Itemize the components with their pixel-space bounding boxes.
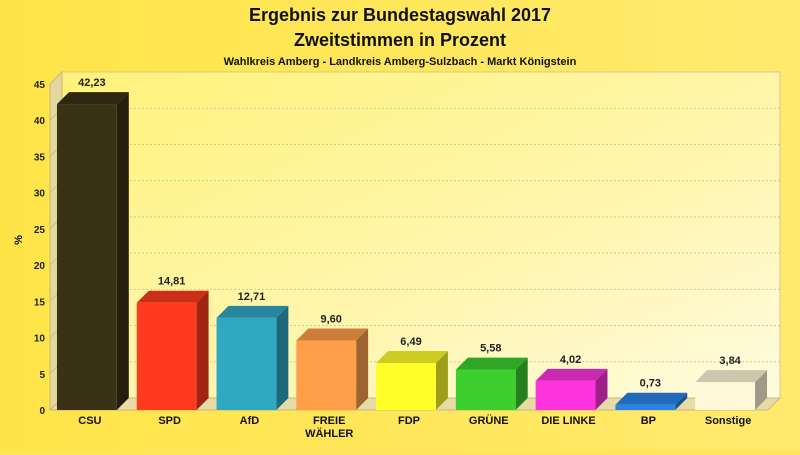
bar-top [216,305,289,318]
bar-top [56,92,129,105]
y-tick-label: 15 [34,297,46,308]
x-tick-label: AfD [240,415,260,427]
x-tick-label: FREIE [313,415,345,427]
y-tick-label: 0 [39,406,45,417]
bar-side [196,290,209,410]
bar [136,302,197,410]
chart-title-line2: Zweitstimmen in Prozent [294,30,506,50]
bar-value-label: 12,71 [238,291,266,303]
y-axis-label: % [13,235,25,245]
bar-side [755,370,768,410]
bar-top [296,328,369,341]
bar-value-label: 9,60 [321,313,342,325]
bar-top [136,290,209,303]
chart-subtitle: Wahlkreis Amberg - Landkreis Amberg-Sulz… [224,56,577,68]
bar-value-label: 6,49 [400,336,421,348]
bar-value-label: 5,58 [480,343,501,355]
x-tick-label: DIE LINKE [541,415,595,427]
y-tick-label: 45 [34,80,46,91]
bar-value-label: 3,84 [719,355,741,367]
bar [216,317,277,410]
bar [455,369,516,410]
bar-top [615,392,688,405]
x-tick-label: BP [641,415,656,427]
bar [695,382,756,410]
chart-title: Ergebnis zur Bundestagswahl 2017 [249,5,551,25]
bar-side [435,350,448,410]
bar-side [515,357,528,410]
bar-side [595,368,608,410]
x-tick-label: WÄHLER [305,427,353,440]
x-tick-label: SPD [158,415,181,427]
y-tick-label: 35 [34,152,46,163]
x-tick-label: CSU [78,415,101,427]
bar [56,104,117,410]
bar-side [356,328,369,410]
bar-value-label: 4,02 [560,354,581,366]
bar-side [276,305,289,410]
x-tick-label: GRÜNE [469,414,509,427]
y-tick-label: 5 [39,370,45,381]
y-tick-label: 25 [34,225,46,236]
bar-side [675,392,688,410]
bar-value-label: 42,23 [78,77,106,89]
bar [296,340,357,410]
x-tick-label: Sonstige [705,415,751,427]
y-tick-label: 10 [34,334,46,345]
bar-value-label: 0,73 [640,378,661,390]
bar [535,380,596,410]
y-tick-label: 30 [34,189,46,200]
y-tick-label: 40 [34,116,46,127]
x-tick-label: FDP [398,415,420,427]
bar-top [535,368,608,381]
bar [376,362,436,410]
bar-top [455,357,528,370]
y-tick-label: 20 [34,261,46,272]
bar-top [376,350,448,363]
gridline-depth [49,71,63,85]
bar-value-label: 14,81 [158,276,186,288]
bar [615,404,676,410]
bar-top [695,370,768,383]
bar-side [116,92,129,410]
